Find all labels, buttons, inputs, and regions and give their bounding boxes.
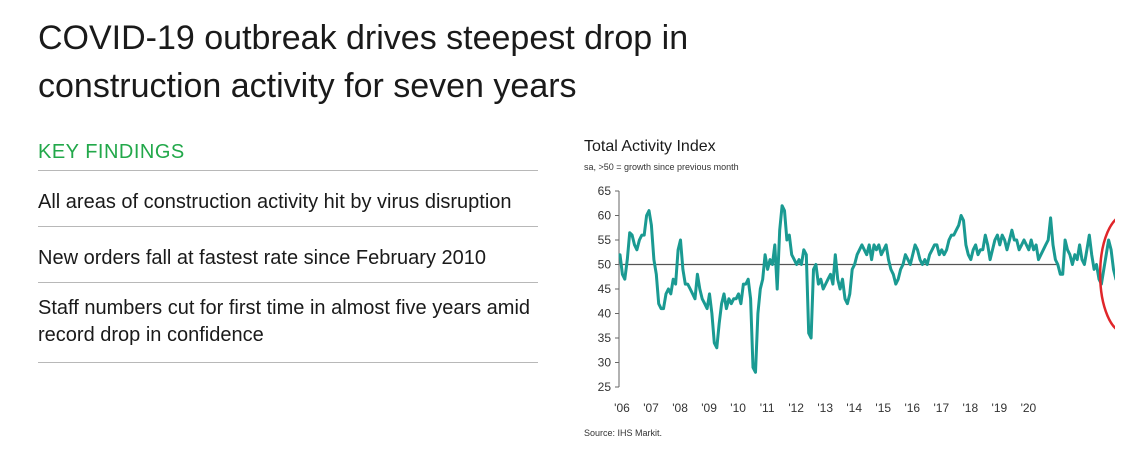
x-tick-label: '16 — [904, 401, 920, 415]
y-tick-label: 30 — [598, 356, 612, 370]
x-tick-label: '13 — [817, 401, 833, 415]
x-tick-label: '20 — [1021, 401, 1037, 415]
y-tick-label: 55 — [598, 233, 612, 247]
x-tick-label: '19 — [992, 401, 1008, 415]
total-activity-chart: Total Activity Index sa, >50 = growth si… — [575, 136, 1115, 446]
y-tick-label: 40 — [598, 307, 612, 321]
x-tick-label: '07 — [643, 401, 659, 415]
y-tick-label: 50 — [598, 258, 612, 272]
chart-source: Source: IHS Markit. — [584, 428, 663, 438]
x-tick-label: '12 — [788, 401, 804, 415]
highlight-ellipse — [1098, 218, 1115, 330]
finding-item: All areas of construction activity hit b… — [38, 171, 538, 227]
y-tick-label: 25 — [598, 380, 612, 394]
y-tick-label: 65 — [598, 184, 612, 198]
x-tick-label: '09 — [701, 401, 717, 415]
x-tick-label: '10 — [730, 401, 746, 415]
x-tick-label: '18 — [963, 401, 979, 415]
y-tick-label: 45 — [598, 282, 612, 296]
key-findings-title: KEY FINDINGS — [38, 138, 538, 171]
x-tick-label: '14 — [846, 401, 862, 415]
finding-item: New orders fall at fastest rate since Fe… — [38, 227, 538, 283]
x-tick-label: '17 — [933, 401, 949, 415]
chart-plot: 25 30 35 40 45 50 55 60 65 '06 '07 '08 '09 '10 '11 '12 '… — [598, 184, 1115, 415]
x-tick-label: '08 — [672, 401, 688, 415]
x-tick-label: '06 — [614, 401, 630, 415]
finding-item: Staff numbers cut for first time in almo… — [38, 283, 538, 363]
x-tick-label: '15 — [875, 401, 891, 415]
y-tick-label: 60 — [598, 209, 612, 223]
key-findings-panel: KEY FINDINGS All areas of construction a… — [38, 138, 538, 363]
y-tick-label: 35 — [598, 331, 612, 345]
series-line-total-activity — [618, 204, 1115, 374]
x-tick-label: '11 — [760, 401, 775, 415]
chart-subtitle: sa, >50 = growth since previous month — [584, 162, 739, 172]
chart-title: Total Activity Index — [584, 138, 716, 155]
headline: COVID-19 outbreak drives steepest drop i… — [38, 19, 689, 105]
